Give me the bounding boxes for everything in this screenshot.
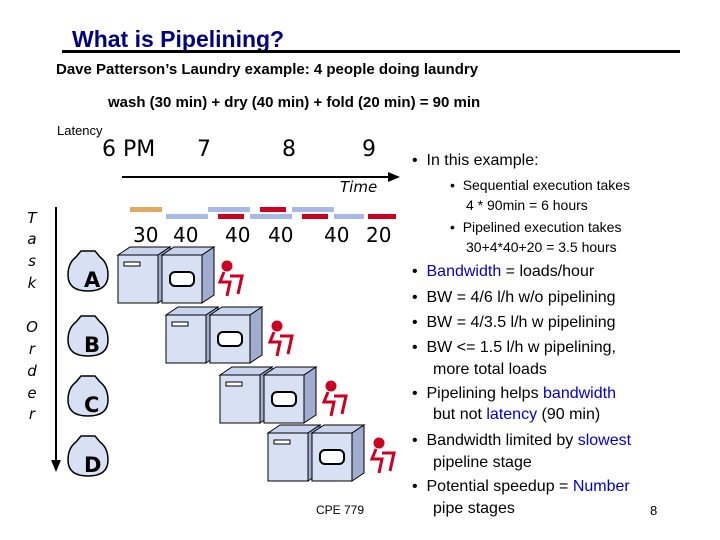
- sub-bullet-1-cont: 4 * 90min = 6 hours: [466, 197, 588, 213]
- washer-row-c: [218, 366, 348, 424]
- task-label-c: C: [84, 393, 100, 417]
- sub-bullet-2-cont: 30+4*40+20 = 3.5 hours: [466, 239, 617, 255]
- time-label-7: 7: [197, 137, 211, 162]
- task-order-arrowhead: [51, 460, 61, 472]
- washer-row-d: [266, 424, 396, 482]
- time-axis-arrowhead: [388, 172, 400, 182]
- folder-figure-a: [217, 260, 244, 297]
- slide-subtitle: Dave Patterson’s Laundry example: 4 peop…: [56, 61, 479, 78]
- dry-bar-d: [292, 207, 334, 212]
- task-axis-letter: r: [28, 340, 36, 358]
- wash-bar-a: [130, 207, 162, 212]
- slide-title: What is Pipelining?: [72, 26, 285, 52]
- bullet-bandwidth: • Bandwidth = loads/hour: [412, 263, 595, 280]
- task-axis-letter: k: [27, 274, 37, 292]
- dry-bar-a: [166, 214, 208, 219]
- time-axis-label: Time: [340, 178, 378, 196]
- bullet-pipelining-helps-cont: but not latency (90 min): [433, 406, 601, 423]
- folder-figure-c: [321, 380, 348, 417]
- bullet-bw-no-pipe: • BW = 4/6 l/h w/o pipelining: [412, 289, 616, 306]
- bullet-bandwidth-limited-cont: pipeline stage: [433, 454, 532, 471]
- duration-3: 40: [225, 223, 251, 247]
- task-axis-letter: T: [27, 209, 37, 227]
- bullet-bandwidth-limited: • Bandwidth limited by slowest: [412, 432, 632, 449]
- washer-row-b: [164, 306, 294, 364]
- fold-bar-d: [368, 214, 396, 219]
- sub-bullet-2: • Pipelined execution takes: [450, 219, 622, 235]
- dry-bar-c: [250, 214, 292, 219]
- laundry-bags: [67, 250, 109, 477]
- stage-formula: wash (30 min) + dry (40 min) + fold (20 …: [108, 94, 481, 111]
- footer-course: CPE 779: [316, 503, 365, 517]
- bullet-bw-pipe: • BW = 4/3.5 l/h w pipelining: [412, 314, 616, 331]
- latency-label: Latency: [57, 123, 103, 138]
- bullet-pipelining-helps: • Pipelining helps bandwidth: [412, 385, 616, 402]
- washer-row-a: [116, 246, 244, 304]
- bag-a: [67, 250, 109, 292]
- fold-bar-c: [302, 214, 328, 219]
- folder-figure-d: [369, 437, 396, 474]
- title-underline: [62, 50, 680, 53]
- fold-bar-b: [260, 207, 286, 212]
- stage-bars: [130, 207, 396, 219]
- bag-b: [67, 315, 109, 357]
- task-label-d: D: [84, 453, 102, 477]
- task-axis-letter: O: [26, 318, 38, 336]
- folder-figure-b: [267, 320, 294, 357]
- time-label-8: 8: [282, 137, 296, 162]
- bullet-bw-max: • BW <= 1.5 l/h w pipelining,: [412, 339, 616, 356]
- bag-d: [67, 435, 109, 477]
- task-axis-letter: s: [28, 252, 36, 270]
- sub-bullet-1: • Sequential execution takes: [450, 177, 631, 193]
- dry-bar-e: [334, 214, 364, 219]
- fold-bar-a: [218, 214, 244, 219]
- duration-6: 20: [366, 223, 392, 247]
- duration-1: 30: [133, 223, 159, 247]
- time-label-9: 9: [362, 137, 376, 162]
- task-label-b: B: [84, 333, 101, 357]
- bullet-intro: • In this example:: [412, 152, 539, 169]
- task-axis-letter: r: [28, 405, 36, 423]
- task-axis-letter: a: [27, 230, 37, 248]
- bullet-speedup-cont: pipe stages: [433, 500, 515, 517]
- task-label-a: A: [84, 268, 101, 292]
- page-number: 8: [650, 503, 658, 518]
- task-axis-letter: e: [27, 384, 37, 402]
- bullet-speedup: • Potential speedup = Number: [412, 478, 630, 495]
- duration-5: 40: [324, 223, 350, 247]
- duration-4: 40: [268, 223, 294, 247]
- time-label-6pm: 6 PM: [102, 137, 156, 162]
- dry-bar-b: [208, 207, 250, 212]
- bag-c: [67, 375, 109, 417]
- bullet-bw-max-cont: more total loads: [433, 361, 547, 378]
- duration-2: 40: [173, 223, 199, 247]
- task-axis-letter: d: [27, 362, 37, 380]
